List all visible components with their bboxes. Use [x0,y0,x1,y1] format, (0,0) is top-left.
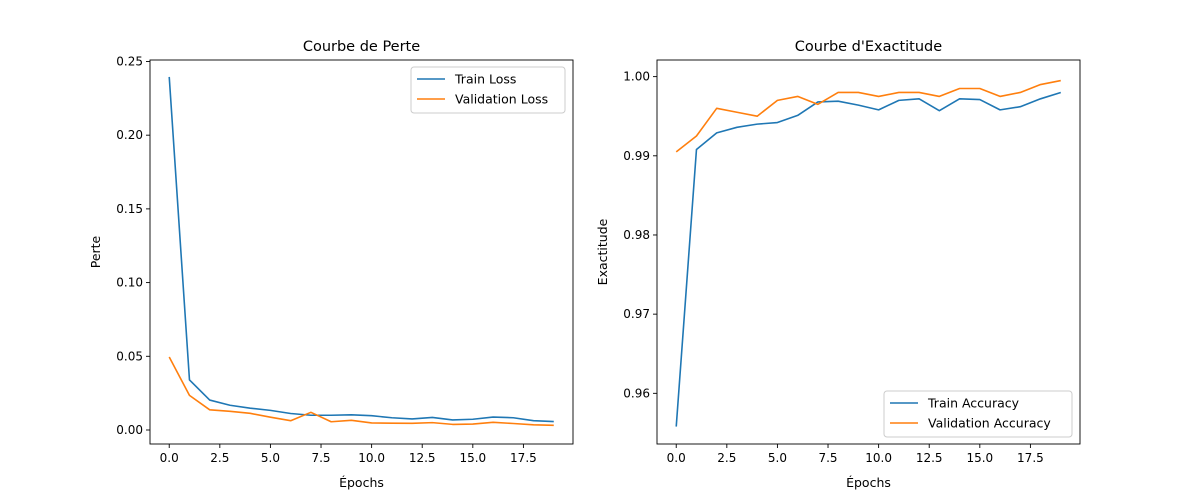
legend-label: Train Loss [454,72,516,87]
y-tick-label: 0.97 [623,307,650,321]
x-axis-label: Épochs [339,475,384,490]
y-tick-label: 0.99 [623,149,650,163]
x-tick-label: 7.5 [818,451,837,465]
series-line-0 [675,91,1062,427]
chart-title: Courbe de Perte [303,39,420,55]
x-tick-label: 5.0 [768,451,787,465]
plot-frame [149,59,574,445]
x-tick-label: 5.0 [261,451,280,465]
legend-label: Validation Loss [455,92,548,107]
legend-box [410,66,566,114]
y-tick-label: 0.98 [623,228,650,242]
series-line-1 [675,79,1061,153]
chart-title: Courbe d'Exactitude [795,39,942,55]
x-axis-label: Épochs [846,475,891,490]
y-axis-label: Perte [88,235,103,268]
y-tick-label: 1.00 [623,70,650,84]
y-axis-label: Exactitude [595,218,610,285]
y-tick-label: 0.00 [116,423,143,437]
x-tick-label: 15.0 [966,451,993,465]
x-tick-label: 10.0 [865,451,892,465]
x-tick-label: 17.5 [1017,451,1044,465]
y-tick-label: 0.25 [116,54,143,68]
plot-frame [656,59,1081,445]
x-tick-label: 12.5 [916,451,943,465]
x-tick-label: 0.0 [667,451,686,465]
y-tick-label: 0.15 [116,202,143,216]
legend: Train Accuracy Validation Accuracy [883,390,1073,438]
accuracy-chart: Courbe d'Exactitude 0.0 2.5 5.0 7.5 10.0 12.5 1… [595,39,1081,490]
legend-box [883,390,1073,438]
x-tick-label: 2.5 [210,451,229,465]
x-tick-label: 17.5 [510,451,537,465]
x-tick-label: 2.5 [717,451,736,465]
y-tick-label: 0.20 [116,128,143,142]
x-tick-label: 12.5 [409,451,436,465]
series-line-0 [168,76,554,423]
x-tick-label: 15.0 [459,451,486,465]
x-tick-label: 0.0 [160,451,179,465]
legend: Train Loss Validation Loss [410,66,566,114]
legend-label: Train Accuracy [927,396,1020,411]
y-tick-label: 0.10 [116,276,143,290]
series-line-1 [168,356,554,427]
loss-chart: Courbe de Perte 0.0 2.5 5.0 7.5 10.0 12.5 15.0 1… [88,39,574,490]
legend-label: Validation Accuracy [928,416,1051,431]
y-tick-label: 0.96 [623,386,650,400]
y-tick-label: 0.05 [116,349,143,363]
x-tick-label: 7.5 [311,451,330,465]
x-tick-label: 10.0 [358,451,385,465]
